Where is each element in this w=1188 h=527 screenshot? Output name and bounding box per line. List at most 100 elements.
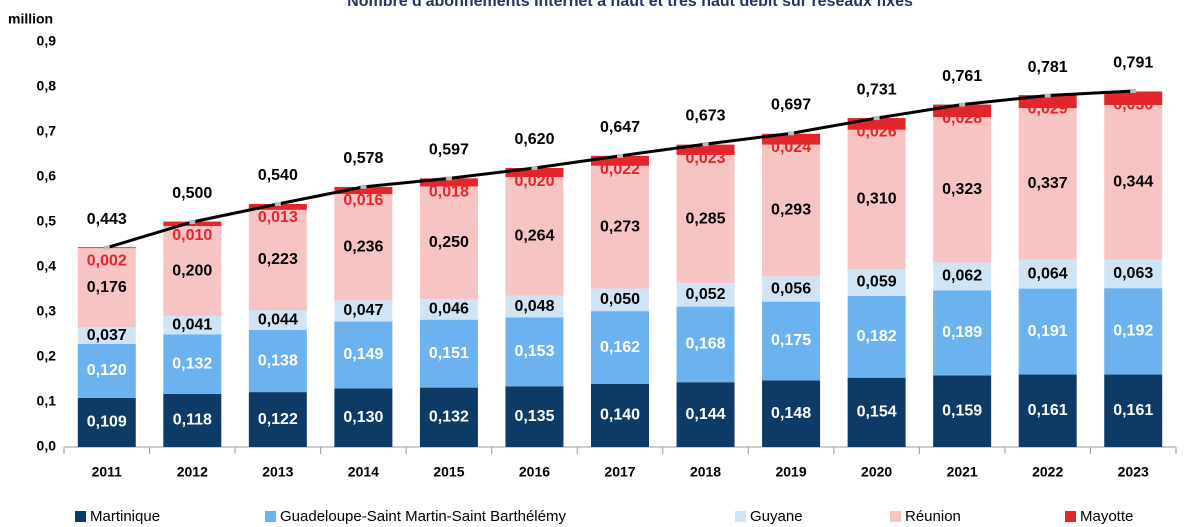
- value-label: 0,182: [857, 328, 897, 345]
- value-label: 0,264: [514, 228, 554, 245]
- bar-segment: [676, 283, 735, 307]
- value-label: 0,028: [942, 110, 982, 127]
- total-marker: [445, 176, 452, 181]
- bar-segment: [1104, 105, 1163, 260]
- total-label: 0,443: [87, 211, 127, 228]
- total-label: 0,673: [686, 107, 726, 124]
- value-label: 0,132: [429, 409, 469, 426]
- bar-segment: [505, 295, 564, 318]
- total-label: 0,540: [258, 167, 298, 184]
- value-label: 0,200: [172, 262, 212, 279]
- value-label: 0,162: [600, 339, 640, 356]
- x-tick-label: 2018: [690, 464, 721, 480]
- value-label: 0,044: [258, 311, 298, 328]
- bar-segment: [505, 317, 564, 387]
- y-tick-label: 0,0: [37, 438, 57, 454]
- bar-segment: [163, 316, 222, 335]
- legend-swatch: [890, 511, 901, 522]
- chart-title: Nombre d'abonnements Internet à haut et …: [347, 0, 913, 10]
- y-tick-label: 0,8: [37, 78, 57, 94]
- bar-segment: [591, 288, 649, 312]
- bar-segment: [505, 386, 564, 447]
- legend-label: Mayotte: [1080, 508, 1133, 525]
- value-label: 0,030: [1113, 97, 1153, 114]
- value-label: 0,154: [857, 404, 897, 421]
- value-label: 0,010: [172, 227, 212, 244]
- total-label: 0,781: [1028, 59, 1068, 76]
- value-label: 0,236: [343, 238, 383, 255]
- bar-segment: [762, 301, 821, 381]
- total-marker: [788, 131, 795, 136]
- value-label: 0,020: [514, 173, 554, 190]
- value-label: 0,018: [429, 184, 469, 201]
- x-tick-label: 2021: [947, 464, 978, 480]
- bar-segment: [77, 327, 136, 344]
- value-label: 0,151: [429, 345, 469, 362]
- value-label: 0,047: [343, 302, 383, 319]
- y-tick-label: 0,1: [37, 393, 57, 409]
- bar-segment: [762, 144, 821, 277]
- y-tick-label: 0,6: [37, 168, 57, 184]
- x-tick-label: 2012: [177, 464, 208, 480]
- value-label: 0,148: [771, 405, 811, 422]
- x-tick-label: 2020: [861, 464, 892, 480]
- x-tick-label: 2015: [433, 464, 464, 480]
- x-tick-label: 2013: [262, 464, 293, 480]
- bar-segment: [1104, 91, 1163, 105]
- bar-segment: [762, 276, 821, 302]
- y-tick-label: 0,2: [37, 348, 57, 364]
- y-tick-label: 0,3: [37, 303, 57, 319]
- bar-segment: [847, 377, 906, 447]
- value-label: 0,063: [1113, 265, 1153, 282]
- value-label: 0,046: [429, 301, 469, 318]
- value-label: 0,130: [343, 409, 383, 426]
- value-label: 0,344: [1113, 174, 1153, 191]
- bar-segment: [163, 334, 222, 394]
- bar-segment: [591, 384, 649, 447]
- bar-segment: [419, 186, 478, 299]
- bar-segment: [248, 330, 307, 393]
- x-tick-label: 2022: [1032, 464, 1063, 480]
- bar-segment: [77, 248, 136, 328]
- legend-swatch: [735, 511, 746, 522]
- total-label: 0,620: [514, 131, 554, 148]
- total-label: 0,597: [429, 142, 469, 159]
- bar-segment: [847, 269, 906, 296]
- value-label: 0,135: [514, 408, 554, 425]
- x-tick-label: 2019: [775, 464, 806, 480]
- value-label: 0,140: [600, 407, 640, 424]
- value-label: 0,153: [514, 343, 554, 360]
- bar-segment: [933, 262, 992, 291]
- value-label: 0,029: [1028, 100, 1068, 117]
- bar-segment: [419, 298, 478, 320]
- total-marker: [103, 245, 110, 250]
- value-label: 0,132: [172, 355, 212, 372]
- value-label: 0,022: [600, 161, 640, 178]
- bar-segment: [1104, 259, 1163, 289]
- bar-segment: [1018, 374, 1077, 447]
- bar-segment: [248, 204, 307, 210]
- legend-swatch: [265, 511, 276, 522]
- bar-segment: [163, 393, 222, 447]
- value-label: 0,002: [87, 252, 127, 269]
- bar-segment: [933, 375, 992, 447]
- value-label: 0,024: [771, 139, 811, 156]
- bar-segment: [676, 144, 735, 155]
- value-label: 0,138: [258, 352, 298, 369]
- bar-segment: [419, 387, 478, 447]
- value-label: 0,223: [258, 251, 298, 268]
- value-label: 0,161: [1113, 402, 1153, 419]
- bar-segment: [77, 397, 136, 447]
- x-tick-label: 2011: [92, 464, 123, 480]
- legend-label: Réunion: [905, 508, 961, 525]
- bar-segment: [676, 306, 735, 383]
- bar-segment: [505, 168, 564, 177]
- legend-label: Guadeloupe-Saint Martin-Saint Barthélémy: [280, 508, 566, 525]
- value-label: 0,052: [686, 286, 726, 303]
- bar-segment: [1018, 288, 1077, 375]
- value-label: 0,323: [942, 181, 982, 198]
- bar-segment: [847, 295, 906, 378]
- value-label: 0,122: [258, 411, 298, 428]
- bar-segment: [419, 178, 478, 187]
- y-tick-label: 0,7: [37, 123, 57, 139]
